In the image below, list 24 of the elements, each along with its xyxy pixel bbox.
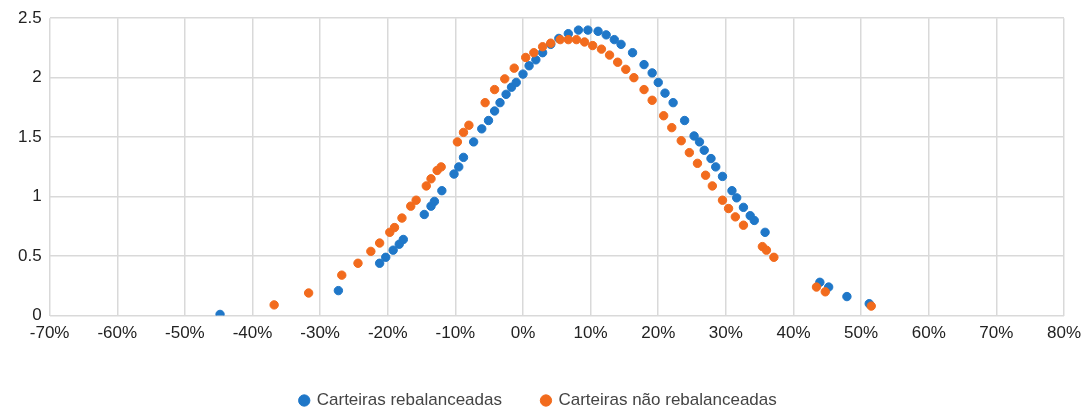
x-tick-label: -50%	[165, 323, 205, 343]
x-tick-label: -70%	[29, 323, 70, 343]
legend-label: Carteiras não rebalanceadas	[558, 390, 777, 410]
x-tick-label: 30%	[708, 323, 743, 343]
x-tick-label: 60%	[911, 323, 946, 343]
x-tick-label: -60%	[97, 323, 138, 343]
x-tick-label: -40%	[232, 323, 273, 343]
y-tick-label: 1	[32, 186, 42, 206]
x-tick-label: -20%	[367, 323, 408, 343]
y-tick-label: 0.5	[17, 245, 42, 265]
x-tick-label: 0%	[510, 323, 536, 343]
x-tick-label: 40%	[776, 323, 811, 343]
x-tick-label: -10%	[435, 323, 476, 343]
x-tick-label: 50%	[844, 323, 879, 343]
y-tick-label: 0	[32, 305, 42, 325]
x-tick-label: 20%	[641, 323, 676, 343]
legend-label: Carteiras rebalanceadas	[316, 390, 502, 410]
x-tick-label: -30%	[300, 323, 340, 343]
y-tick-label: 1.5	[17, 126, 42, 146]
y-tick-label: 2.5	[17, 7, 42, 27]
x-tick-label: 80%	[1046, 323, 1081, 343]
y-tick-label: 2	[32, 67, 42, 87]
x-tick-label: 10%	[573, 323, 608, 343]
x-tick-label: 70%	[979, 323, 1014, 343]
